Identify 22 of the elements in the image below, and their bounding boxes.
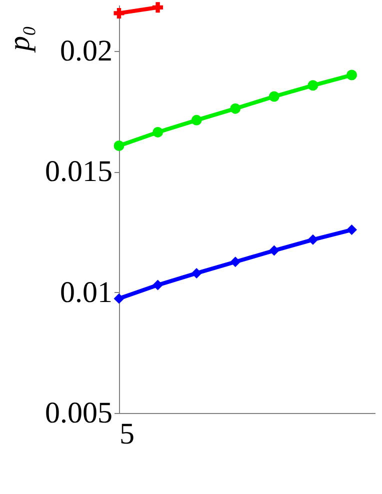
point	[346, 224, 357, 236]
point	[152, 280, 164, 290]
point	[114, 293, 124, 304]
y-tick-label: 0.015	[45, 155, 112, 188]
point	[152, 126, 164, 138]
point	[191, 268, 202, 278]
y-axis-title: p₀	[3, 26, 36, 53]
point	[268, 245, 280, 256]
y-tick-label: 0.01	[60, 276, 112, 309]
y-tick-label: 0.005	[45, 396, 112, 430]
point	[346, 70, 357, 80]
point	[268, 91, 280, 102]
point	[114, 140, 124, 151]
point	[308, 80, 318, 91]
y-tick-label: 0.02	[60, 34, 112, 68]
point	[230, 103, 241, 114]
point	[308, 234, 318, 245]
point	[114, 8, 124, 18]
point	[152, 2, 164, 13]
point	[230, 256, 241, 268]
point	[191, 114, 202, 126]
x-tick-label: 5	[120, 418, 134, 450]
